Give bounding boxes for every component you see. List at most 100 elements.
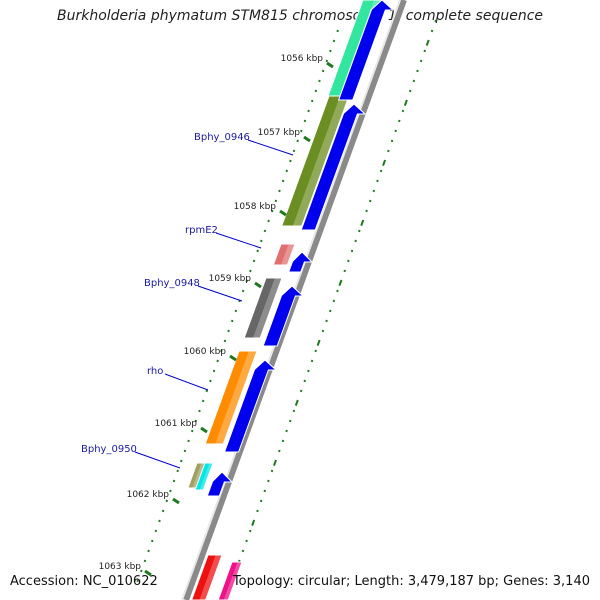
gene-leader-line (215, 232, 262, 249)
kbp-label: 1063 kbp (99, 562, 142, 572)
inner-tick (325, 59, 329, 63)
outer-tick (273, 459, 277, 466)
inner-tick (307, 109, 310, 113)
outer-tick (241, 549, 245, 553)
inner-tick (303, 119, 307, 123)
outer-tick (350, 249, 354, 253)
outer-tick (379, 169, 383, 173)
outer-tick (416, 69, 419, 73)
inner-tick (205, 389, 209, 393)
inner-tick (321, 69, 325, 73)
inner-tick-ring (136, 29, 339, 583)
gene-block-bphy0946-shade (292, 96, 349, 226)
outer-tick (270, 469, 274, 473)
outer-tick (263, 489, 267, 493)
outer-tick (248, 529, 252, 533)
outer-tick (382, 159, 387, 166)
gene-block-rho-shade (215, 351, 257, 444)
inner-tick (161, 509, 165, 513)
outer-tick (387, 149, 390, 153)
inner-tick (234, 309, 238, 313)
outer-tick (332, 299, 336, 303)
cds-arrow-rho (223, 359, 278, 453)
outer-tick (360, 219, 365, 226)
kbp-tick (200, 426, 208, 434)
kbp-label: 1057 kbp (258, 128, 301, 138)
inner-tick (267, 219, 270, 223)
outer-tick (412, 79, 416, 83)
inner-tick (165, 499, 169, 503)
gene-block-bphy0948-shade (252, 278, 282, 338)
outer-tick (336, 289, 339, 293)
outer-tick (358, 229, 361, 233)
gene-block-bottom-red (191, 554, 223, 600)
outer-tick (328, 309, 332, 313)
inner-tick (143, 559, 147, 563)
inner-tick (241, 289, 245, 293)
gene-leader-line (164, 373, 209, 391)
outer-tick (365, 209, 368, 213)
inner-tick (154, 529, 158, 533)
outer-tick (372, 189, 376, 193)
outer-tick (294, 399, 299, 406)
gene-label: Bphy_0946 (194, 132, 250, 143)
outer-tick (288, 419, 292, 423)
kbp-tick (326, 61, 334, 69)
accession-text: Accession: NC_010622 (10, 574, 158, 589)
inner-tick (270, 209, 274, 213)
inner-tick (336, 29, 339, 33)
outer-tick-ring (227, 19, 437, 593)
kbp-label: 1060 kbp (184, 347, 227, 357)
inner-tick (230, 319, 234, 323)
inner-tick (201, 399, 205, 403)
outer-tick (285, 429, 288, 433)
gene-leader-line (247, 139, 294, 156)
outer-tick (347, 259, 350, 263)
inner-tick (332, 39, 336, 43)
inner-tick (285, 169, 289, 173)
inner-tick (190, 429, 194, 433)
inner-tick (292, 149, 296, 153)
inner-tick (183, 449, 187, 453)
kbp-label: 1061 kbp (155, 419, 198, 429)
map-title: Burkholderia phymatum STM815 chromosome … (56, 8, 543, 24)
gene-block-rpme2-shade (281, 244, 295, 265)
outer-tick (354, 239, 357, 243)
inner-tick (172, 479, 176, 483)
gene-block-bphy0950-a-shade (192, 463, 205, 488)
outer-tick (307, 369, 310, 373)
gene-label: Bphy_0950 (81, 444, 137, 455)
kbp-tick (172, 497, 180, 505)
outer-tick (259, 499, 263, 503)
gene-label: rho (147, 366, 163, 377)
inner-tick (278, 189, 281, 193)
outer-tick (325, 319, 328, 323)
inner-tick (263, 229, 267, 233)
outer-tick (278, 449, 281, 453)
inner-tick (252, 259, 256, 263)
inner-tick (176, 469, 179, 473)
gene-block-bphy0950-b (194, 462, 214, 491)
gene-block-bphy0948 (243, 277, 283, 339)
inner-tick (296, 139, 299, 143)
inner-tick (140, 569, 143, 573)
kbp-tick (279, 209, 287, 217)
cds-arrow-bphy0948 (262, 285, 305, 347)
topology-text: Topology: circular; Length: 3,479,187 bp… (232, 574, 590, 589)
outer-tick (343, 269, 347, 273)
gene-block-bottom-red-shade (199, 555, 222, 600)
inner-tick (281, 179, 285, 183)
gene-block-rpme2 (272, 243, 296, 266)
inner-tick (289, 159, 292, 163)
outer-tick (376, 179, 379, 183)
outer-tick (251, 519, 256, 526)
inner-tick (169, 489, 172, 493)
inner-tick (147, 549, 150, 553)
outer-tick (321, 329, 325, 333)
kbp-label: 1062 kbp (127, 490, 170, 500)
inner-tick (136, 579, 139, 583)
outer-tick (314, 349, 317, 353)
outer-tick (419, 59, 423, 63)
